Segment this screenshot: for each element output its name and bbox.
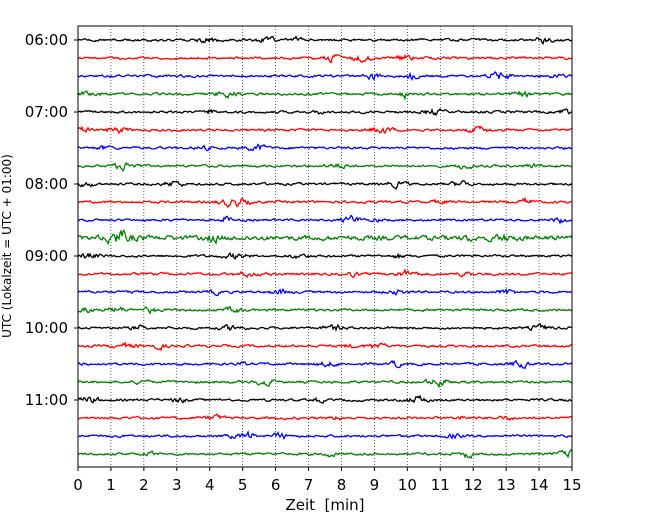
x-tick-label: 13: [497, 476, 516, 494]
y-tick-label: 11:00: [25, 391, 68, 409]
trace-0645: [77, 90, 573, 101]
trace-0915: [77, 268, 573, 279]
y-axis: 06:00 07:00 08:00 09:00 10:00 11:00: [25, 31, 78, 409]
x-tick-label: 2: [139, 476, 149, 494]
x-tick-label: 4: [205, 476, 215, 494]
x-tick-label: 11: [431, 476, 450, 494]
trace-0600: [77, 35, 573, 45]
trace-1045: [77, 378, 573, 389]
trace-0845: [77, 228, 573, 246]
trace-0615: [77, 53, 573, 64]
trace-1130: [77, 429, 573, 441]
x-axis: 0 1 2 3 4 5 6 7 8 9 10 11 12 13 14 15: [73, 467, 582, 494]
trace-1115: [77, 413, 573, 421]
y-tick-label: 07:00: [25, 103, 68, 121]
trace-1015: [77, 341, 573, 352]
y-axis-label: UTC (Lokalzeit = UTC + 01:00): [0, 154, 14, 338]
y-tick-label: 06:00: [25, 31, 68, 49]
trace-0700: [77, 107, 573, 117]
trace-0730: [77, 143, 573, 152]
trace-0830: [77, 214, 573, 225]
x-tick-label: 0: [73, 476, 83, 494]
trace-0815: [77, 196, 573, 209]
trace-0630: [77, 71, 573, 82]
x-tick-label: 12: [464, 476, 483, 494]
x-tick-label: 5: [238, 476, 248, 494]
plot-frame: [77, 25, 573, 468]
trace-1100: [77, 394, 573, 404]
x-tick-label: 8: [337, 476, 347, 494]
y-tick-label: 09:00: [25, 247, 68, 265]
trace-0900: [77, 251, 573, 261]
x-axis-label: Zeit [min]: [285, 496, 364, 514]
trace-0945: [77, 305, 573, 315]
x-tick-label: 1: [106, 476, 116, 494]
trace-1030: [77, 359, 573, 370]
x-tick-label: 14: [530, 476, 549, 494]
x-tick-label: 9: [370, 476, 380, 494]
trace-1145: [77, 449, 573, 460]
seismic-traces: [77, 35, 573, 460]
x-tick-label: 7: [304, 476, 314, 494]
trace-1000: [77, 323, 573, 332]
trace-0745: [77, 161, 573, 172]
y-tick-label: 10:00: [25, 319, 68, 337]
x-tick-label: 6: [271, 476, 281, 494]
x-tick-label: 10: [398, 476, 417, 494]
y-tick-label: 08:00: [25, 175, 68, 193]
x-tick-label: 15: [562, 476, 581, 494]
trace-0930: [77, 287, 573, 297]
trace-0715: [77, 125, 573, 135]
trace-0800: [77, 180, 573, 190]
x-tick-label: 3: [172, 476, 182, 494]
